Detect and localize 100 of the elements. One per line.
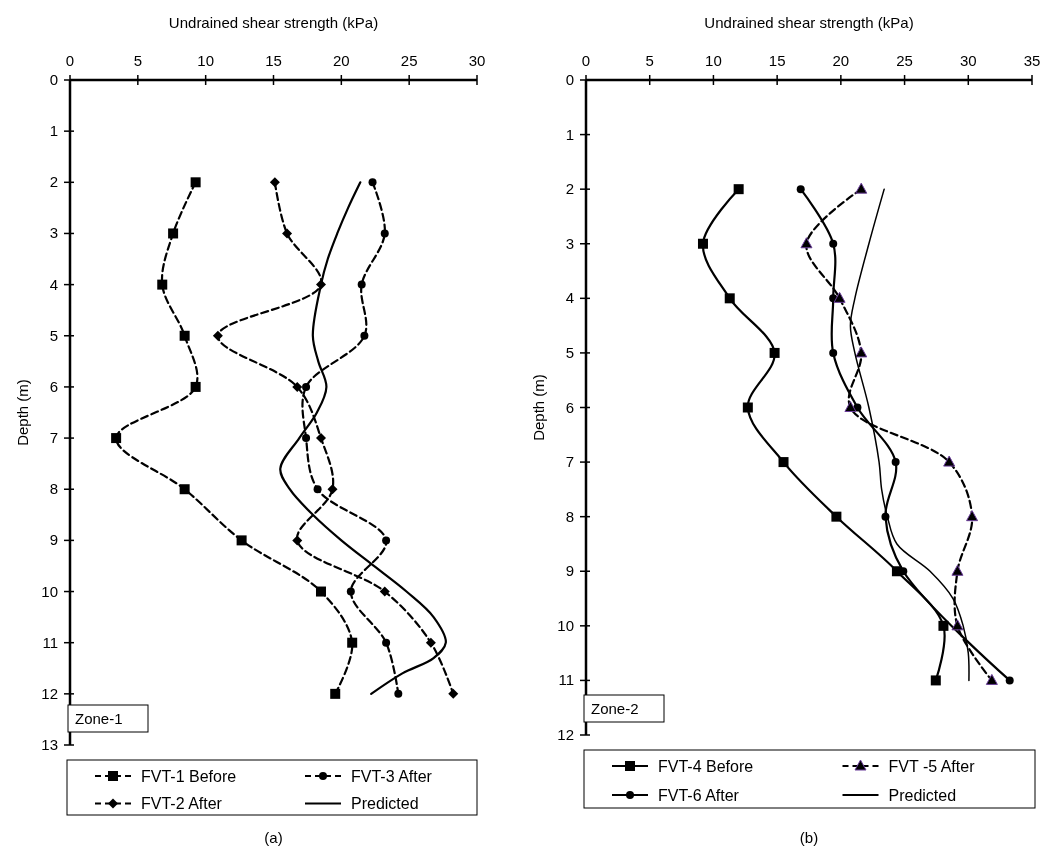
legend-label: FVT-1 Before (141, 767, 237, 785)
legend-label: FVT-4 Before (658, 757, 754, 775)
point (190, 381, 201, 392)
y-tick-label: 3 (565, 234, 574, 252)
point (930, 675, 941, 686)
y-tick-label: 6 (49, 377, 58, 395)
y-tick-label: 9 (49, 531, 58, 549)
point (357, 280, 366, 289)
point (938, 620, 949, 631)
y-axis-title: Depth (m) (530, 374, 547, 441)
point (212, 330, 223, 341)
y-tick-label: 0 (565, 71, 574, 88)
y-tick-label: 10 (41, 582, 58, 600)
point (855, 182, 868, 194)
y-tick-label: 5 (565, 343, 574, 361)
y-tick-label: 8 (49, 480, 58, 498)
y-tick-label: 11 (558, 671, 574, 689)
point (724, 293, 735, 304)
point (796, 185, 805, 194)
point (190, 177, 201, 188)
point (315, 586, 326, 597)
point (360, 331, 369, 340)
x-tick-label: 30 (468, 52, 486, 69)
point (951, 619, 964, 631)
point (778, 457, 789, 468)
x-tick-label: 15 (265, 52, 282, 69)
legend-label: FVT-2 After (141, 795, 223, 812)
x-tick-label: 5 (645, 52, 654, 69)
y-tick-label: 3 (49, 224, 58, 242)
y-tick-label: 10 (557, 616, 574, 634)
x-tick-label: 10 (705, 52, 722, 69)
point (382, 536, 391, 545)
point (943, 455, 956, 467)
point (111, 433, 122, 444)
point (379, 586, 390, 597)
point (313, 485, 322, 494)
legend-label: FVT-6 After (658, 786, 740, 804)
text: (a) (264, 829, 283, 846)
point (282, 228, 293, 239)
point (966, 510, 979, 522)
legend-label: FVT-3 After (351, 767, 433, 785)
x-tick-label: 35 (1023, 52, 1041, 69)
point (891, 458, 900, 467)
point (179, 484, 190, 495)
annotation: Zone-2 (591, 700, 639, 717)
point (951, 564, 964, 576)
point (315, 433, 326, 444)
y-tick-label: 7 (565, 453, 574, 471)
point (302, 434, 311, 443)
point (269, 177, 280, 188)
x-tick-label: 25 (400, 52, 418, 69)
y-tick-label: 1 (49, 122, 58, 140)
point (831, 511, 842, 522)
point (394, 689, 403, 698)
point (327, 484, 338, 495)
y-tick-label: 1 (565, 125, 574, 143)
point (157, 279, 168, 290)
point (368, 178, 377, 187)
annotation: Zone-1 (75, 710, 123, 727)
y-tick-label: 13 (41, 736, 58, 753)
y-tick-label: 6 (565, 398, 574, 416)
point (380, 229, 389, 238)
x-tick-label: 0 (581, 52, 591, 69)
x-tick-label: 30 (959, 52, 977, 69)
legend-label: Predicted (351, 795, 419, 812)
point (346, 587, 355, 596)
point (292, 381, 303, 392)
point (985, 673, 998, 685)
x-axis-title: Undrained shear strength (kPa) (704, 14, 914, 31)
y-tick-label: 9 (565, 562, 574, 580)
legend-label: Predicted (888, 786, 957, 804)
point (769, 347, 780, 358)
x-axis-title: Undrained shear strength (kPa) (168, 14, 379, 31)
point (742, 402, 753, 413)
x-tick-label: 10 (197, 52, 215, 69)
point (833, 291, 846, 303)
point (425, 637, 436, 648)
point (733, 184, 744, 195)
x-tick-label: 20 (832, 52, 850, 69)
point (829, 348, 838, 357)
y-tick-label: 5 (49, 326, 58, 344)
y-tick-label: 11 (42, 633, 58, 651)
y-tick-label: 2 (565, 180, 574, 198)
point (844, 401, 857, 412)
y-tick-label: 8 (565, 507, 574, 525)
point (347, 637, 358, 648)
point (330, 688, 341, 699)
y-tick-label: 4 (565, 289, 574, 307)
y-tick-label: 2 (49, 173, 58, 191)
point (179, 330, 190, 341)
point (302, 382, 311, 391)
point (855, 346, 868, 358)
point (448, 688, 459, 699)
point (829, 239, 838, 248)
point (168, 228, 179, 239)
point (382, 638, 391, 647)
y-tick-label: 12 (557, 726, 574, 743)
point (1005, 676, 1014, 685)
y-tick-label: 12 (41, 684, 58, 702)
x-tick-label: 15 (768, 52, 786, 69)
